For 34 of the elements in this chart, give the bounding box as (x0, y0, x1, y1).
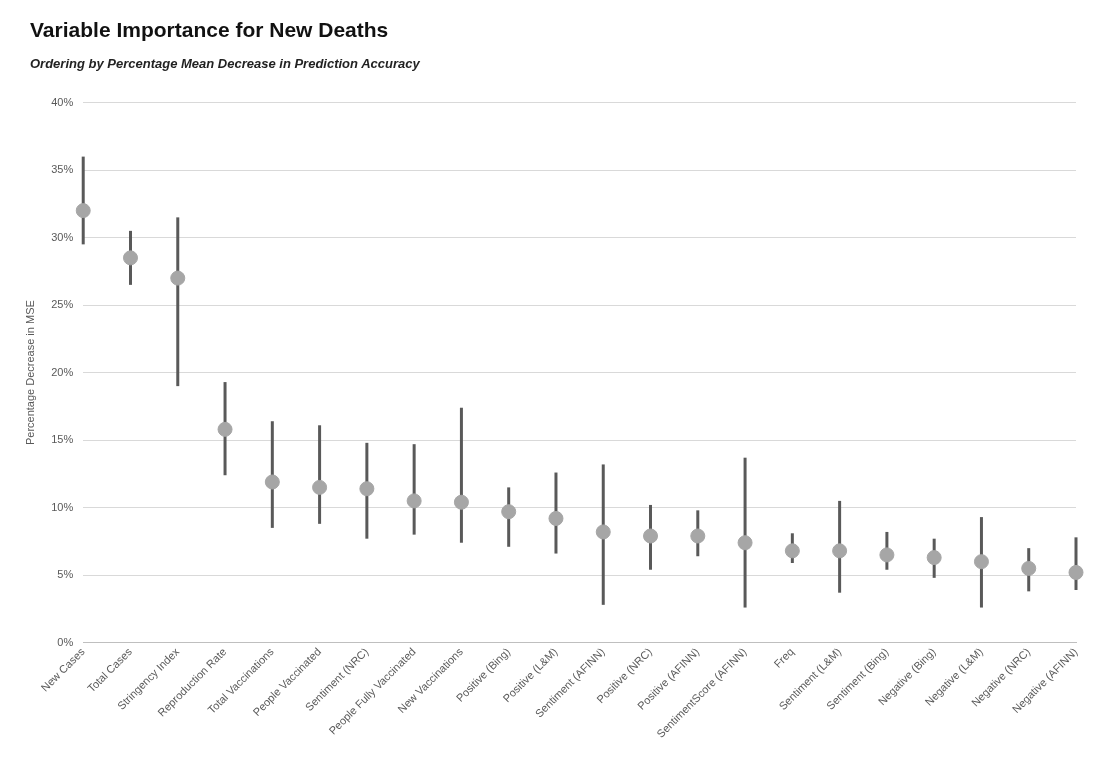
point (1068, 564, 1084, 580)
y-tick-label: 35% (51, 163, 74, 176)
point (406, 493, 422, 509)
y-tick-label: 15% (51, 433, 74, 446)
y-tick-label: 0% (57, 635, 74, 648)
point (737, 535, 753, 551)
point (595, 524, 611, 540)
chart-title: Variable Importance for New Deaths (30, 18, 389, 42)
point (973, 554, 989, 570)
point (690, 528, 706, 544)
point (170, 270, 186, 286)
point (453, 494, 469, 510)
y-tick-label: 25% (51, 298, 74, 311)
y-tick-label: 20% (51, 365, 74, 378)
y-tick-label: 40% (51, 95, 74, 108)
point (548, 510, 564, 526)
point (879, 547, 895, 563)
point (501, 504, 517, 520)
point (264, 474, 280, 490)
y-tick-label: 30% (51, 230, 74, 243)
point (926, 550, 942, 566)
point (312, 479, 328, 495)
point (217, 421, 233, 437)
point (75, 203, 91, 219)
point (832, 543, 848, 559)
point (122, 250, 138, 266)
chart-subtitle: Ordering by Percentage Mean Decrease in Prediction Accuracy (30, 56, 420, 71)
point (1021, 560, 1037, 576)
y-tick-label: 5% (57, 568, 74, 581)
point (784, 543, 800, 559)
y-tick-label: 10% (51, 500, 74, 513)
point (643, 528, 659, 544)
point (359, 481, 375, 497)
y-axis-title: Percentage Decrease in MSE (23, 300, 36, 446)
